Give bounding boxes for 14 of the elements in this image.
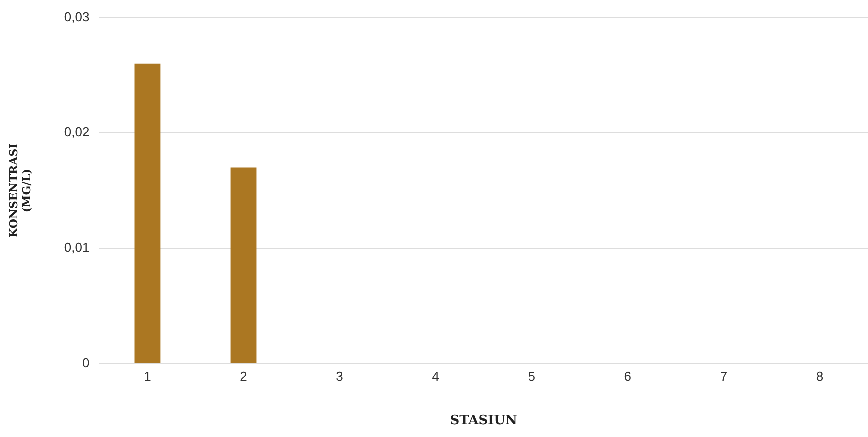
y-tick-label: 0,03 (64, 9, 90, 24)
x-tick-label: 5 (528, 369, 536, 384)
x-tick-label: 1 (144, 369, 152, 384)
x-tick-label: 8 (816, 369, 824, 384)
y-tick-label: 0,02 (64, 124, 90, 140)
x-tick-label: 7 (720, 369, 728, 384)
y-tick-label: 0 (82, 355, 90, 370)
x-axis-title: STASIUN (450, 414, 518, 429)
y-axis-title: KONSENTRASI (MG/L) (7, 144, 34, 238)
y-tick-label: 0,01 (64, 240, 90, 256)
x-tick-label: 4 (432, 369, 440, 384)
x-tick-label: 6 (624, 369, 632, 384)
x-tick-label: 2 (240, 369, 248, 384)
x-tick-label: 3 (336, 369, 344, 384)
